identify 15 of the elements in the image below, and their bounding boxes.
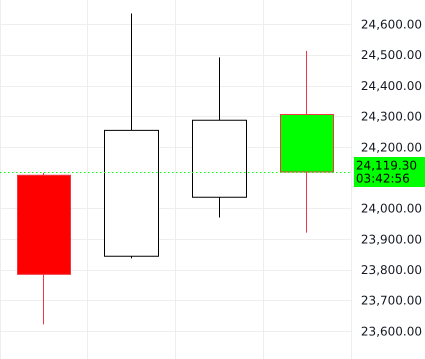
y-tick-label: 24,400.00: [360, 78, 422, 93]
candlestick: [104, 13, 159, 259]
y-tick-label: 24,600.00: [360, 18, 422, 32]
y-tick-label: 23,600.00: [360, 324, 422, 338]
candlestick: [192, 56, 247, 218]
y-tick-label: 23,700.00: [360, 294, 422, 308]
ref-line-label: 24,119.30: [356, 158, 418, 173]
text: 03:42:56: [356, 172, 410, 186]
y-tick-label: 23,800.00: [360, 263, 422, 278]
y-tick-label: 24,200.00: [360, 140, 422, 154]
y-tick-label: 24,000.00: [360, 202, 422, 216]
y-tick-label: 24,300.00: [360, 110, 422, 124]
y-tick-label: 23,900.00: [360, 232, 422, 246]
candlestick: [17, 172, 71, 325]
y-tick-label: 24,500.00: [360, 48, 422, 62]
